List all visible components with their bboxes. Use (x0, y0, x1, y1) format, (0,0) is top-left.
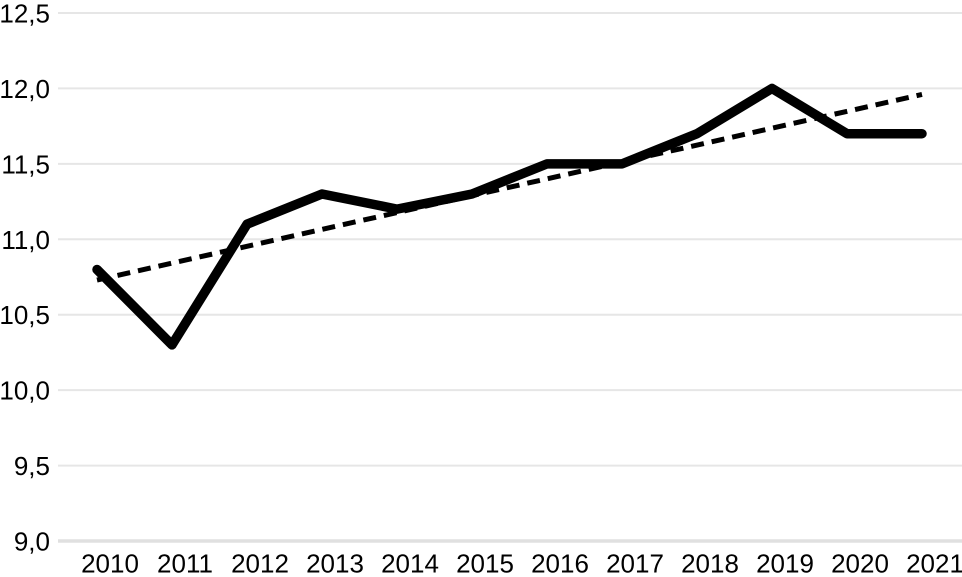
trendline-dashed (96, 92, 923, 283)
x-tick-label: 2014 (381, 549, 439, 577)
x-tick-label: 2020 (831, 549, 889, 577)
data-series-line (92, 83, 927, 350)
y-tick-label: 10,5 (0, 300, 50, 330)
y-tick-label: 10,0 (0, 376, 50, 406)
y-tick-label: 11,5 (1, 149, 50, 179)
x-tick-label: 2019 (756, 549, 814, 577)
y-tick-label: 11,0 (1, 225, 50, 255)
x-tick-label: 2012 (231, 549, 289, 577)
x-tick-label: 2015 (456, 549, 514, 577)
x-tick-label: 2021 (906, 549, 962, 577)
y-tick-label: 9,0 (14, 527, 50, 557)
x-tick-label: 2018 (681, 549, 739, 577)
x-tick-label: 2013 (306, 549, 364, 577)
x-tick-label: 2010 (81, 549, 139, 577)
y-tick-label: 12,0 (0, 74, 50, 104)
y-tick-label: 12,5 (0, 0, 50, 29)
x-tick-label: 2017 (606, 549, 664, 577)
x-tick-label: 2016 (531, 549, 589, 577)
y-tick-label: 9,5 (14, 451, 50, 481)
x-tick-label: 2011 (157, 549, 213, 577)
